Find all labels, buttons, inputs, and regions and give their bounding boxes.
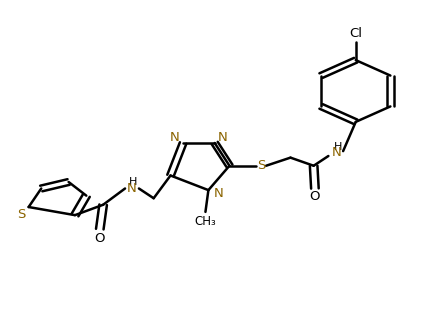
Text: O: O [95,232,105,245]
Text: N: N [170,131,180,144]
Text: CH₃: CH₃ [195,215,216,228]
Text: N: N [217,131,227,144]
Text: H: H [128,177,137,187]
Text: Cl: Cl [349,27,362,40]
Text: H: H [333,142,342,152]
Text: S: S [17,208,25,221]
Text: S: S [257,159,265,172]
Text: O: O [310,190,320,203]
Text: N: N [127,182,137,195]
Text: N: N [214,187,224,200]
Text: N: N [332,146,342,159]
